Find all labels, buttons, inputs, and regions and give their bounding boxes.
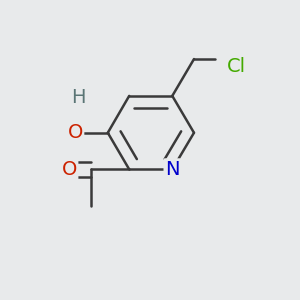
Text: N: N [165,160,179,179]
Text: O: O [68,123,83,142]
Text: Cl: Cl [227,57,246,76]
Text: O: O [61,160,77,179]
Text: H: H [71,88,85,106]
